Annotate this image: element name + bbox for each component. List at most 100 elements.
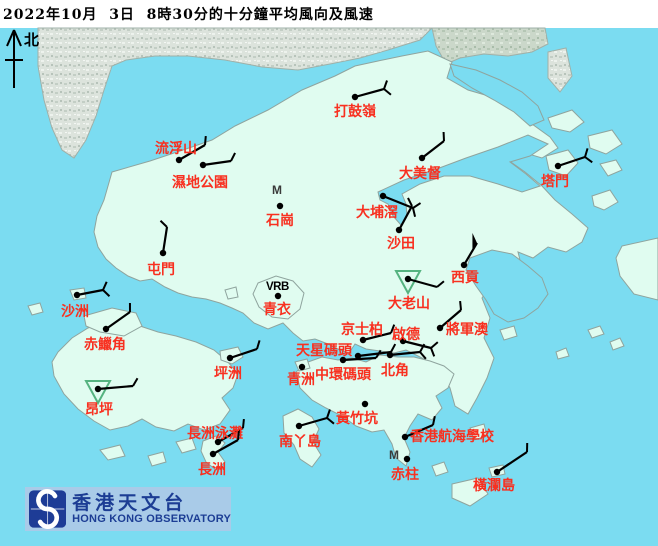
wind-barb-shaft [342,356,377,362]
wind-barb-shaft [362,331,392,342]
station-lamma-island: 南丫島 [279,409,335,450]
island-grass [591,189,619,211]
station-star-ferry-pier: 天星碼頭 [296,343,397,360]
wind-barb-shaft [557,155,586,168]
station-label: 塔門 [541,173,569,190]
wind-barb-feather [407,197,413,207]
station-dot [554,162,562,170]
station-label: 昂坪 [85,402,113,418]
station-label: 大埔滘 [356,204,398,221]
station-label: 長洲 [198,462,226,478]
station-dot [226,354,234,362]
station-chek-lap-kok: 赤鱲角 [84,302,131,353]
station-triangle-icon [394,270,422,296]
station-label: 長洲泳灘 [187,425,243,442]
station-cheung-chau: 長洲 [198,430,240,478]
station-dot [214,438,222,446]
wind-barb-shaft [382,194,414,210]
station-label: 流浮山 [155,140,197,157]
station-wong-chuk-hang: 黃竹坑 [335,400,378,427]
station-stanley: 赤柱 M [389,448,419,483]
station-tap-mun: 塔門 [541,148,593,190]
station-dot [159,249,167,257]
wind-barb-feather [419,343,426,353]
station-label: 啟德 [392,326,420,343]
station-dot [460,261,468,269]
wind-barb-shaft [404,423,434,439]
wind-barb-feather [430,341,439,349]
station-label: 京士柏 [341,321,383,338]
station-dot [361,400,369,408]
station-cheung-chau-beach: 長洲泳灘 [187,418,245,446]
wind-barb-shaft [357,350,392,358]
wind-barb-shaft [229,347,258,360]
wind-barb-feather [390,324,396,334]
station-dot [339,356,347,364]
hko-logo-icon [29,489,67,529]
wind-barb-feather [256,340,261,350]
wind-barb-shaft [407,277,438,289]
station-label: 沙洲 [61,304,89,320]
wind-barb-feather [159,220,168,228]
station-dot [403,455,411,463]
island-ninepin-south [609,337,625,351]
wind-barb-shaft [463,242,478,266]
station-dot [298,363,306,371]
station-green-island: 青洲 [287,363,315,388]
station-ta-kwu-ling: 打鼓嶺 [334,80,392,120]
island-hei-ling-chau [175,437,197,454]
wind-barb-feather [383,80,388,90]
station-sha-tin: 沙田 [387,197,415,252]
wind-barb-feather [584,148,589,158]
wind-barb-shaft [161,226,169,254]
station-tai-mei-tuk: 大美督 [399,131,445,182]
urban-shenzhen-west [37,27,434,159]
station-label: 黃竹坑 [335,410,378,427]
starling-inlet [449,63,545,127]
wind-barb-feather [326,409,331,419]
port-shelter [465,249,549,323]
wind-barb-feather [584,156,593,164]
island-tung-lung [469,423,488,441]
station-dot [209,450,217,458]
wind-barb-feather [132,377,139,387]
island-ma-wan [224,286,239,300]
wind-barb-shaft [439,309,462,329]
island-soko [99,444,126,461]
station-tuen-mun: 屯門 [147,220,175,278]
station-label: 大老山 [388,295,430,312]
wind-barb-shaft [389,350,421,357]
station-dot [359,336,367,344]
hko-logo-banner: 香港天文台 HONG KONG OBSERVATORY [25,487,231,531]
island-beaufort [431,461,449,477]
wind-barb-feather [383,88,392,96]
island-lung-kwu-chau [27,302,44,316]
island-kau-sai [499,325,518,341]
station-dot [418,154,426,162]
maintenance-marker: M [389,448,399,462]
wind-barb-feather [419,351,427,360]
map-title: 2022年10月 3日 8時30分的十分鐘平均風向及風速 [3,7,374,23]
wind-barb-shaft [76,288,104,297]
wind-barb-shaft [105,311,131,330]
station-tai-po-kau: 大埔滘 [356,192,422,221]
station-dot [436,324,444,332]
wind-barb-shaft [202,159,232,167]
station-ngong-ping: 昂坪 [84,377,139,418]
variable-wind-marker: VRB [266,281,289,293]
wind-barb-feather [204,135,207,146]
wind-barb-feather [102,281,108,291]
station-dot [354,352,362,360]
station-label: 青衣 [263,301,292,318]
station-label: 打鼓嶺 [334,103,377,120]
wind-barb-feather [237,430,240,441]
logo-english-name: HONG KONG OBSERVATORY [72,512,231,525]
station-label: 香港航海學校 [409,428,495,445]
wind-barb-shaft [217,427,244,443]
station-hk-sea-school: 香港航海學校 [401,415,495,445]
hko-logo-text: 香港天文台 HONG KONG OBSERVATORY [72,493,231,526]
station-lau-fau-shan: 流浮山 [155,135,207,164]
station-dot [73,291,81,299]
wind-barb-shaft [212,439,239,455]
